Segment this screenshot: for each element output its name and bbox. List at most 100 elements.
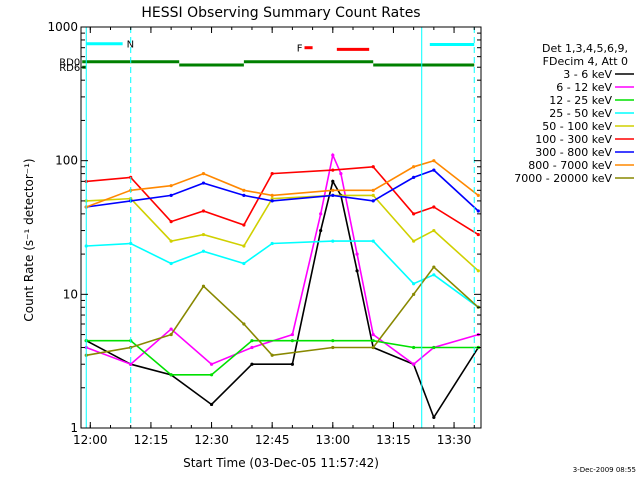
data-point [476,269,480,273]
data-point [371,188,375,192]
y-tick-label: 1 [70,421,78,435]
data-point [201,249,206,253]
data-point [169,220,173,224]
legend-entry-label: 12 - 25 keV [549,94,612,107]
data-point [209,373,214,377]
data-point [270,197,274,201]
data-point [319,212,323,216]
data-point [432,168,436,172]
data-point [355,252,359,256]
legend-header: Det 1,3,4,5,6,9, [542,42,628,55]
y-axis-title: Count Rate (s⁻¹ detector⁻¹) [22,158,36,321]
data-point [250,362,254,366]
data-point [371,199,375,203]
data-point [371,193,375,197]
data-point [371,339,375,343]
legend-entry-label: 50 - 100 keV [542,120,612,133]
data-point [169,332,173,337]
data-point [412,362,416,366]
data-point [242,261,246,266]
data-point [290,362,294,366]
data-point [270,353,274,357]
data-point [270,241,274,246]
timestamp-label: 3-Dec-2009 08:55 [573,466,636,474]
data-point [371,345,375,350]
x-tick-label: 13:15 [376,433,411,447]
data-point [331,188,335,192]
data-point [331,153,335,157]
data-point [432,345,436,350]
legend-entry-label: 800 - 7000 keV [528,159,612,172]
data-point [169,193,173,197]
data-point [209,362,214,366]
data-point [129,362,133,366]
data-point [339,172,343,176]
data-point [412,239,416,243]
data-point [169,373,173,377]
x-tick-label: 13:00 [316,433,351,447]
data-point [412,165,416,169]
data-point [242,322,246,326]
x-tick-label: 12:15 [134,433,169,447]
data-point [201,232,206,237]
data-point [432,205,436,209]
data-point [412,282,416,286]
data-point [412,175,416,179]
data-point [270,199,274,203]
data-point [371,332,375,337]
data-point [432,265,436,269]
data-point [201,284,206,288]
data-point [355,269,359,273]
y-tick-label: 10 [63,287,78,301]
data-point [331,239,335,243]
data-point [371,239,375,243]
series-line [85,179,479,420]
legend-entry-label: 7000 - 20000 keV [514,172,612,185]
series-line [86,152,479,366]
x-tick-label: 12:30 [194,433,229,447]
x-tick-label: 13:30 [437,433,472,447]
x-tick-label: 12:00 [73,433,108,447]
data-point [432,159,436,163]
chart-title: HESSI Observing Summary Count Rates [141,5,420,21]
data-point [242,193,246,197]
data-point [371,165,375,169]
data-point [476,232,480,237]
annotation-label: RD0 [59,58,80,69]
data-point [432,228,436,233]
data-point [412,345,416,350]
data-point [242,188,246,192]
legend-entry-label: 6 - 12 keV [556,81,612,94]
data-point [476,193,480,197]
data-point [331,193,335,197]
data-point [270,172,274,176]
data-point [290,332,294,337]
data-point [201,209,206,213]
annotation-label: F [297,44,303,55]
y-tick-label: 100 [55,154,78,168]
data-point [242,223,246,227]
legend-entry-label: 25 - 50 keV [549,107,612,120]
data-point [319,228,323,233]
data-point [476,209,480,213]
legend-header: FDecim 4, Att 0 [543,55,628,68]
data-point [270,193,274,197]
data-point [432,415,436,420]
data-point [201,181,206,185]
data-point [169,261,173,266]
data-point [129,241,133,246]
data-point [209,402,214,407]
data-point [331,179,335,183]
x-tick-label: 12:45 [255,433,290,447]
data-point [169,327,173,331]
plot-frame [80,26,482,429]
y-tick-label: 1000 [47,20,78,34]
annotation-label: N [127,40,134,51]
data-point [412,212,416,216]
data-point [331,339,335,343]
data-point [250,339,254,343]
x-axis-title: Start Time (03-Dec-05 11:57:42) [183,456,379,470]
data-point [250,345,254,350]
